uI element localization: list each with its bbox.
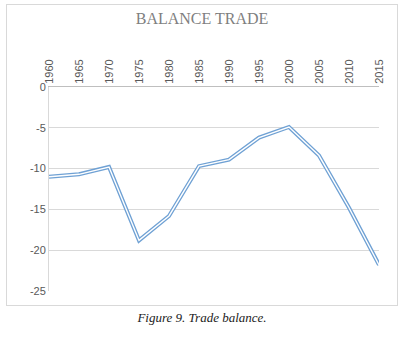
svg-text:-15: -15: [30, 203, 46, 215]
svg-text:1970: 1970: [103, 59, 115, 83]
svg-text:2010: 2010: [343, 59, 355, 83]
svg-text:-20: -20: [30, 244, 46, 256]
svg-text:2015: 2015: [373, 59, 385, 83]
svg-text:1975: 1975: [133, 59, 145, 83]
svg-text:-25: -25: [30, 285, 46, 297]
svg-text:1995: 1995: [253, 59, 265, 83]
svg-text:1990: 1990: [223, 59, 235, 83]
svg-text:-10: -10: [30, 162, 46, 174]
svg-text:2005: 2005: [313, 59, 325, 83]
svg-text:2000: 2000: [283, 59, 295, 83]
svg-text:BALANCE TRADE: BALANCE TRADE: [136, 10, 269, 27]
svg-text:1985: 1985: [193, 59, 205, 83]
svg-text:0: 0: [40, 81, 46, 93]
html-text:Figure 9. Trade balance.: Figure 9. Trade balance.: [137, 310, 267, 325]
svg-text:1960: 1960: [43, 59, 55, 83]
svg-text:1980: 1980: [163, 59, 175, 83]
svg-text:-5: -5: [36, 122, 46, 134]
svg-text:1965: 1965: [73, 59, 85, 83]
